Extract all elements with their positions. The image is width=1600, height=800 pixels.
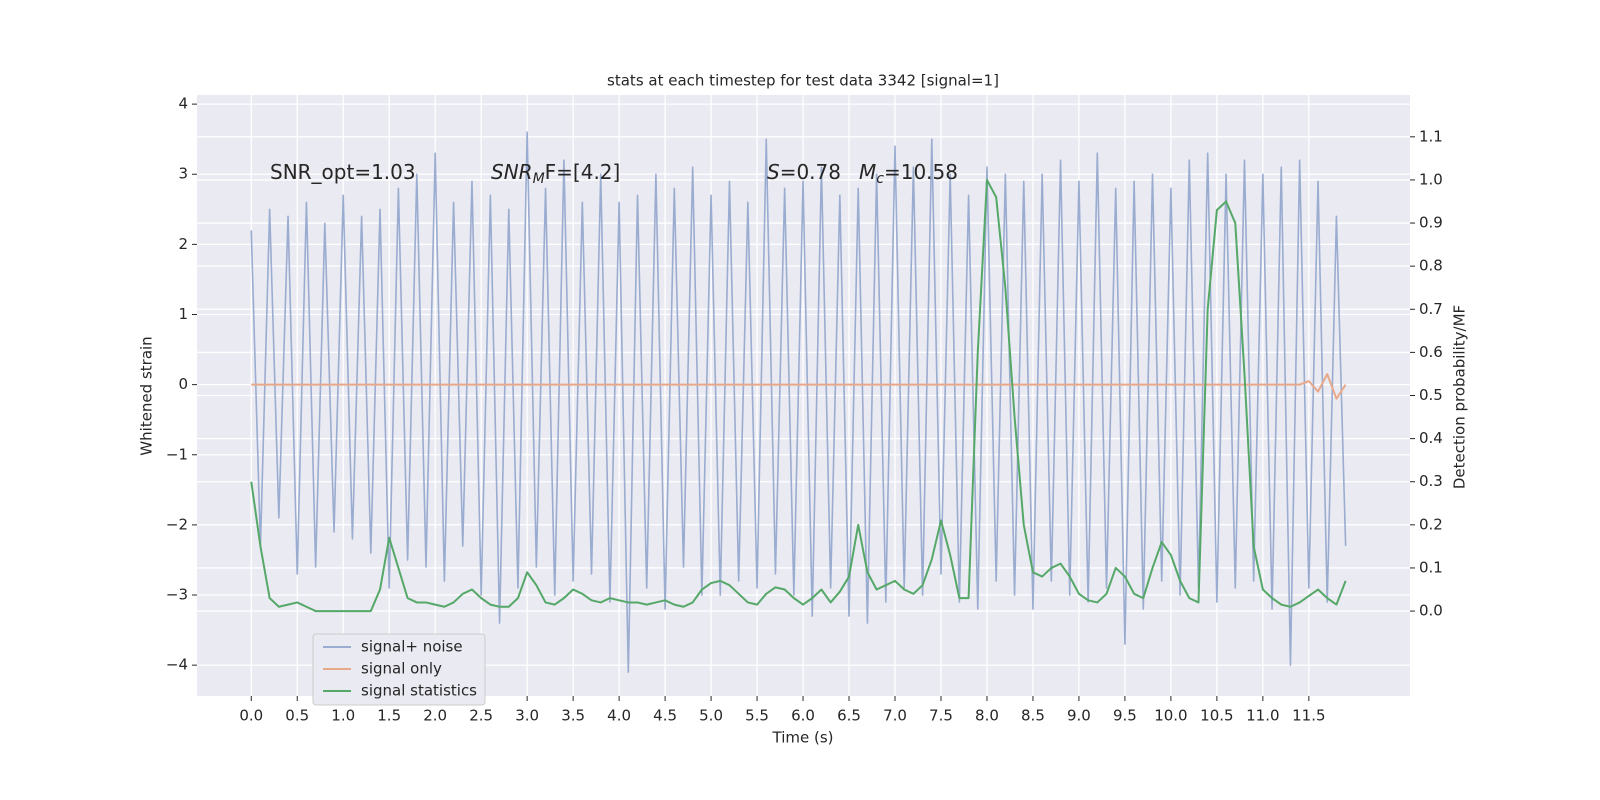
- x-tick-label: 1.0: [331, 707, 355, 725]
- x-tick-label: 11.0: [1246, 707, 1279, 725]
- y2-tick-label: 0.5: [1419, 386, 1443, 404]
- chart-title: stats at each timestep for test data 334…: [607, 72, 999, 90]
- x-tick-label: 0.0: [239, 707, 263, 725]
- x-tick-label: 4.0: [607, 707, 631, 725]
- y2-tick-label: 0.4: [1419, 429, 1443, 447]
- annotation: Mc=10.58: [859, 160, 958, 188]
- x-tick-label: 2.5: [469, 707, 493, 725]
- y-tick-label: 0: [178, 375, 188, 393]
- annotation-tail: F=[4.2]: [545, 160, 621, 184]
- x-tick-label: 10.0: [1154, 707, 1187, 725]
- x-axis-label: Time (s): [772, 729, 834, 747]
- y-tick-label: −4: [166, 656, 188, 674]
- x-tick-label: 10.5: [1200, 707, 1233, 725]
- y2-tick-label: 0.8: [1419, 257, 1443, 275]
- series-line: [250, 178, 1347, 613]
- annotation: SNR_opt=1.03: [270, 160, 416, 184]
- legend-label: signal statistics: [361, 682, 477, 700]
- y2-tick-label: 1.0: [1419, 170, 1443, 188]
- x-tick-label: 3.5: [561, 707, 585, 725]
- x-tick-label: 5.0: [699, 707, 723, 725]
- y-tick-label: −1: [166, 445, 188, 463]
- annotation: S=0.78: [767, 160, 841, 184]
- y2-tick-label: 0.9: [1419, 214, 1443, 232]
- y2-tick-label: 0.2: [1419, 515, 1443, 533]
- y2-axis-label: Detection probability/MF: [1451, 305, 1469, 489]
- y2-tick-label: 0.1: [1419, 558, 1443, 576]
- y-tick-label: −3: [166, 586, 188, 604]
- x-tick-label: 4.5: [653, 707, 677, 725]
- y2-tick-label: 0.6: [1419, 343, 1443, 361]
- y-tick-label: −2: [166, 515, 188, 533]
- x-tick-label: 8.0: [975, 707, 999, 725]
- annotation-sub: M: [533, 171, 545, 187]
- y-tick-label: 1: [178, 305, 188, 323]
- y2-tick-label: 0.0: [1419, 602, 1443, 620]
- series-line: [251, 373, 1347, 400]
- x-tick-label: 1.5: [377, 707, 401, 725]
- x-tick-label: 5.5: [745, 707, 769, 725]
- x-tick-label: 7.5: [929, 707, 953, 725]
- x-tick-label: 2.0: [423, 707, 447, 725]
- annotation-main: M: [859, 160, 876, 184]
- y2-tick-label: 0.7: [1419, 300, 1443, 318]
- x-tick-label: 3.0: [515, 707, 539, 725]
- legend-label: signal+ noise: [361, 638, 463, 656]
- x-tick-label: 6.0: [791, 707, 815, 725]
- annotation: SNRMF=[4.2]: [491, 160, 620, 188]
- x-tick-label: 6.5: [837, 707, 861, 725]
- legend-label: signal only: [361, 660, 442, 678]
- x-tick-label: 0.5: [285, 707, 309, 725]
- x-tick-label: 8.5: [1021, 707, 1045, 725]
- x-tick-label: 9.0: [1067, 707, 1091, 725]
- annotation-main: SNR_opt=1.03: [270, 160, 416, 184]
- legend-box: [312, 633, 486, 706]
- annotation-tail: =0.78: [780, 160, 841, 184]
- y-axis-label: Whitened strain: [138, 336, 156, 455]
- annotation-main: S: [767, 160, 780, 184]
- series-line: [250, 131, 1347, 673]
- annotation-main: SNR: [491, 160, 533, 184]
- y-tick-label: 2: [178, 235, 188, 253]
- x-tick-label: 7.0: [883, 707, 907, 725]
- y-tick-label: 4: [178, 95, 188, 113]
- x-tick-label: 9.5: [1113, 707, 1137, 725]
- annotation-tail: =10.58: [884, 160, 958, 184]
- x-tick-label: 11.5: [1292, 707, 1325, 725]
- y2-tick-label: 0.3: [1419, 472, 1443, 490]
- annotation-sub: c: [876, 171, 884, 187]
- y2-tick-label: 1.1: [1419, 127, 1443, 145]
- y-tick-label: 3: [178, 165, 188, 183]
